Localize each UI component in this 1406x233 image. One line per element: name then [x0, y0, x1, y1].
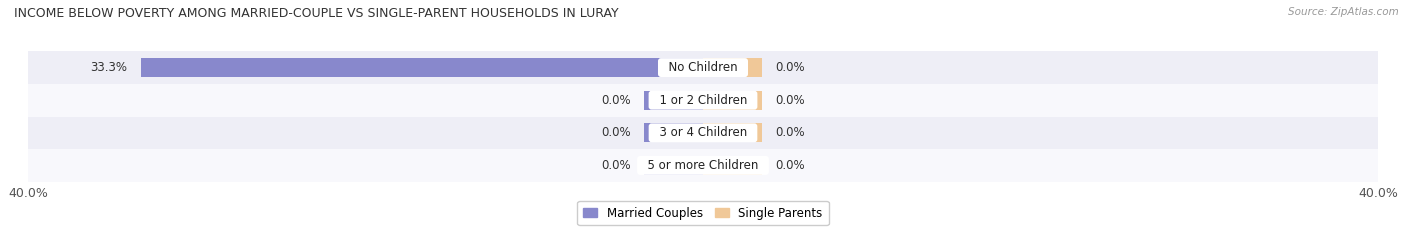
Bar: [644, 123, 703, 142]
Bar: [703, 123, 762, 142]
Text: 0.0%: 0.0%: [776, 126, 806, 139]
Text: 1 or 2 Children: 1 or 2 Children: [651, 94, 755, 107]
Text: 3 or 4 Children: 3 or 4 Children: [651, 126, 755, 139]
Text: 0.0%: 0.0%: [600, 159, 630, 172]
Text: 33.3%: 33.3%: [90, 61, 128, 74]
Bar: [703, 58, 762, 77]
Bar: [28, 116, 1378, 149]
Bar: [141, 58, 703, 77]
Text: No Children: No Children: [661, 61, 745, 74]
Text: Source: ZipAtlas.com: Source: ZipAtlas.com: [1288, 7, 1399, 17]
Text: 0.0%: 0.0%: [600, 94, 630, 107]
Bar: [703, 156, 762, 175]
Text: INCOME BELOW POVERTY AMONG MARRIED-COUPLE VS SINGLE-PARENT HOUSEHOLDS IN LURAY: INCOME BELOW POVERTY AMONG MARRIED-COUPL…: [14, 7, 619, 20]
Text: 0.0%: 0.0%: [776, 94, 806, 107]
Bar: [28, 51, 1378, 84]
Bar: [28, 149, 1378, 182]
Bar: [644, 156, 703, 175]
Bar: [644, 91, 703, 110]
Text: 0.0%: 0.0%: [600, 126, 630, 139]
Bar: [703, 91, 762, 110]
Bar: [28, 84, 1378, 116]
Text: 0.0%: 0.0%: [776, 61, 806, 74]
Legend: Married Couples, Single Parents: Married Couples, Single Parents: [578, 201, 828, 225]
Text: 5 or more Children: 5 or more Children: [640, 159, 766, 172]
Text: 0.0%: 0.0%: [776, 159, 806, 172]
